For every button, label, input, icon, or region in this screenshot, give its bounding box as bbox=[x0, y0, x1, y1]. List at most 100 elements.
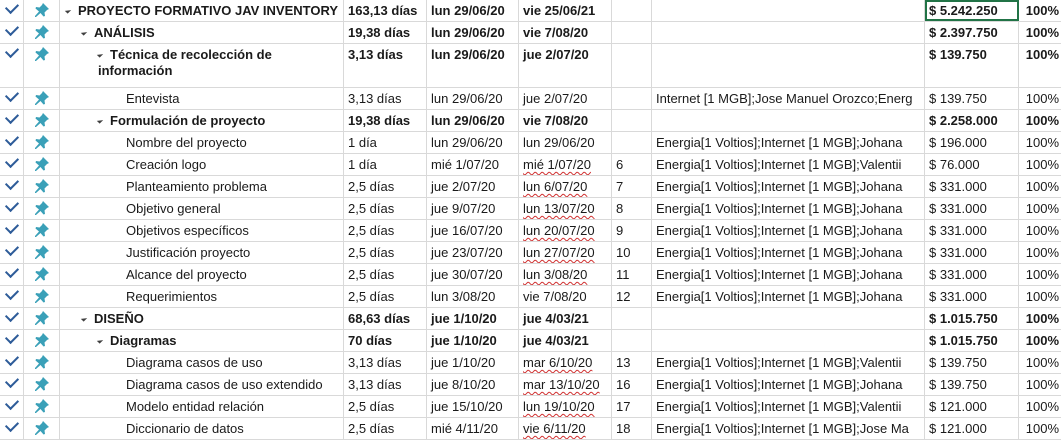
start-cell[interactable]: jue 9/07/20 bbox=[427, 198, 519, 219]
predecessors-cell[interactable]: 6 bbox=[612, 154, 652, 175]
task-mode-cell[interactable] bbox=[24, 198, 60, 219]
task-name-cell[interactable]: Objetivo general bbox=[60, 198, 344, 219]
cost-cell[interactable]: $ 331.000 bbox=[925, 286, 1019, 307]
finish-cell[interactable]: mar 13/10/20 bbox=[519, 374, 612, 395]
percent-complete-cell[interactable]: 100% bbox=[1019, 330, 1061, 351]
percent-complete-cell[interactable]: 100% bbox=[1019, 22, 1061, 43]
task-mode-cell[interactable] bbox=[24, 0, 60, 21]
resources-cell[interactable]: Energia[1 Voltios];Internet [1 MGB];Vale… bbox=[652, 396, 925, 417]
predecessors-cell[interactable]: 10 bbox=[612, 242, 652, 263]
task-mode-cell[interactable] bbox=[24, 44, 60, 87]
cost-cell[interactable]: $ 2.258.000 bbox=[925, 110, 1019, 131]
table-row[interactable]: Planteamiento problema 2,5 días jue 2/07… bbox=[0, 176, 1061, 198]
task-mode-cell[interactable] bbox=[24, 352, 60, 373]
predecessors-cell[interactable]: 8 bbox=[612, 198, 652, 219]
percent-complete-cell[interactable]: 100% bbox=[1019, 88, 1061, 109]
table-row[interactable]: DISEÑO 68,63 días jue 1/10/20 jue 4/03/2… bbox=[0, 308, 1061, 330]
collapse-triangle-icon[interactable] bbox=[96, 337, 104, 344]
task-mode-cell[interactable] bbox=[24, 330, 60, 351]
task-name-cell[interactable]: Técnica de recolección de información bbox=[60, 44, 344, 87]
finish-cell[interactable]: vie 7/08/20 bbox=[519, 110, 612, 131]
percent-complete-cell[interactable]: 100% bbox=[1019, 132, 1061, 153]
predecessors-cell[interactable]: 9 bbox=[612, 220, 652, 241]
percent-complete-cell[interactable]: 100% bbox=[1019, 154, 1061, 175]
cost-cell[interactable]: $ 331.000 bbox=[925, 176, 1019, 197]
task-name-cell[interactable]: Justificación proyecto bbox=[60, 242, 344, 263]
cost-cell[interactable]: $ 139.750 bbox=[925, 374, 1019, 395]
finish-cell[interactable]: vie 7/08/20 bbox=[519, 286, 612, 307]
predecessors-cell[interactable] bbox=[612, 330, 652, 351]
percent-complete-cell[interactable]: 100% bbox=[1019, 176, 1061, 197]
cost-cell[interactable]: $ 121.000 bbox=[925, 418, 1019, 439]
task-mode-cell[interactable] bbox=[24, 154, 60, 175]
cost-cell[interactable]: $ 331.000 bbox=[925, 242, 1019, 263]
resources-cell[interactable]: Energia[1 Voltios];Internet [1 MGB];Joha… bbox=[652, 132, 925, 153]
predecessors-cell[interactable] bbox=[612, 44, 652, 87]
percent-complete-cell[interactable]: 100% bbox=[1019, 44, 1061, 87]
duration-cell[interactable]: 2,5 días bbox=[344, 264, 427, 285]
cost-cell[interactable]: $ 1.015.750 bbox=[925, 330, 1019, 351]
task-name-cell[interactable]: Modelo entidad relación bbox=[60, 396, 344, 417]
table-row[interactable]: Alcance del proyecto 2,5 días jue 30/07/… bbox=[0, 264, 1061, 286]
table-row[interactable]: Técnica de recolección de información 3,… bbox=[0, 44, 1061, 88]
finish-cell[interactable]: jue 2/07/20 bbox=[519, 88, 612, 109]
start-cell[interactable]: mié 1/07/20 bbox=[427, 154, 519, 175]
table-row[interactable]: Entevista 3,13 días lun 29/06/20 jue 2/0… bbox=[0, 88, 1061, 110]
duration-cell[interactable]: 2,5 días bbox=[344, 418, 427, 439]
cost-cell[interactable]: $ 331.000 bbox=[925, 264, 1019, 285]
predecessors-cell[interactable] bbox=[612, 308, 652, 329]
resources-cell[interactable]: Energia[1 Voltios];Internet [1 MGB];Joha… bbox=[652, 264, 925, 285]
task-mode-cell[interactable] bbox=[24, 132, 60, 153]
cost-cell[interactable]: $ 196.000 bbox=[925, 132, 1019, 153]
table-row[interactable]: Diccionario de datos 2,5 días mié 4/11/2… bbox=[0, 418, 1061, 440]
task-mode-cell[interactable] bbox=[24, 308, 60, 329]
finish-cell[interactable]: vie 6/11/20 bbox=[519, 418, 612, 439]
start-cell[interactable]: lun 29/06/20 bbox=[427, 22, 519, 43]
table-row[interactable]: Diagrama casos de uso extendido 3,13 día… bbox=[0, 374, 1061, 396]
table-row[interactable]: PROYECTO FORMATIVO JAV INVENTORY 163,13 … bbox=[0, 0, 1061, 22]
duration-cell[interactable]: 19,38 días bbox=[344, 22, 427, 43]
start-cell[interactable]: jue 2/07/20 bbox=[427, 176, 519, 197]
resources-cell[interactable]: Energia[1 Voltios];Internet [1 MGB];Joha… bbox=[652, 374, 925, 395]
cost-cell[interactable]: $ 139.750 bbox=[925, 352, 1019, 373]
task-name-cell[interactable]: Diagrama casos de uso bbox=[60, 352, 344, 373]
task-name-cell[interactable]: Diagrama casos de uso extendido bbox=[60, 374, 344, 395]
percent-complete-cell[interactable]: 100% bbox=[1019, 374, 1061, 395]
percent-complete-cell[interactable]: 100% bbox=[1019, 352, 1061, 373]
percent-complete-cell[interactable]: 100% bbox=[1019, 110, 1061, 131]
finish-cell[interactable]: mié 1/07/20 bbox=[519, 154, 612, 175]
predecessors-cell[interactable]: 17 bbox=[612, 396, 652, 417]
start-cell[interactable]: jue 1/10/20 bbox=[427, 352, 519, 373]
duration-cell[interactable]: 2,5 días bbox=[344, 242, 427, 263]
resources-cell[interactable]: Energia[1 Voltios];Internet [1 MGB];Joha… bbox=[652, 220, 925, 241]
resources-cell[interactable]: Energia[1 Voltios];Internet [1 MGB];Vale… bbox=[652, 352, 925, 373]
table-row[interactable]: Formulación de proyecto 19,38 días lun 2… bbox=[0, 110, 1061, 132]
percent-complete-cell[interactable]: 100% bbox=[1019, 264, 1061, 285]
predecessors-cell[interactable] bbox=[612, 22, 652, 43]
task-name-cell[interactable]: Diagramas bbox=[60, 330, 344, 351]
finish-cell[interactable]: lun 3/08/20 bbox=[519, 264, 612, 285]
percent-complete-cell[interactable]: 100% bbox=[1019, 308, 1061, 329]
percent-complete-cell[interactable]: 100% bbox=[1019, 242, 1061, 263]
task-mode-cell[interactable] bbox=[24, 396, 60, 417]
duration-cell[interactable]: 68,63 días bbox=[344, 308, 427, 329]
resources-cell[interactable] bbox=[652, 22, 925, 43]
task-mode-cell[interactable] bbox=[24, 88, 60, 109]
table-row[interactable]: Justificación proyecto 2,5 días jue 23/0… bbox=[0, 242, 1061, 264]
collapse-triangle-icon[interactable] bbox=[64, 7, 72, 14]
duration-cell[interactable]: 2,5 días bbox=[344, 176, 427, 197]
predecessors-cell[interactable]: 18 bbox=[612, 418, 652, 439]
task-mode-cell[interactable] bbox=[24, 220, 60, 241]
cost-cell[interactable]: $ 1.015.750 bbox=[925, 308, 1019, 329]
percent-complete-cell[interactable]: 100% bbox=[1019, 418, 1061, 439]
finish-cell[interactable]: lun 27/07/20 bbox=[519, 242, 612, 263]
start-cell[interactable]: lun 29/06/20 bbox=[427, 44, 519, 87]
resources-cell[interactable]: Energia[1 Voltios];Internet [1 MGB];Joha… bbox=[652, 242, 925, 263]
table-row[interactable]: Diagramas 70 días jue 1/10/20 jue 4/03/2… bbox=[0, 330, 1061, 352]
predecessors-cell[interactable]: 7 bbox=[612, 176, 652, 197]
resources-cell[interactable]: Energia[1 Voltios];Internet [1 MGB];Joha… bbox=[652, 198, 925, 219]
collapse-triangle-icon[interactable] bbox=[96, 117, 104, 124]
resources-cell[interactable]: Energia[1 Voltios];Internet [1 MGB];Jose… bbox=[652, 418, 925, 439]
start-cell[interactable]: jue 1/10/20 bbox=[427, 308, 519, 329]
finish-cell[interactable]: vie 7/08/20 bbox=[519, 22, 612, 43]
